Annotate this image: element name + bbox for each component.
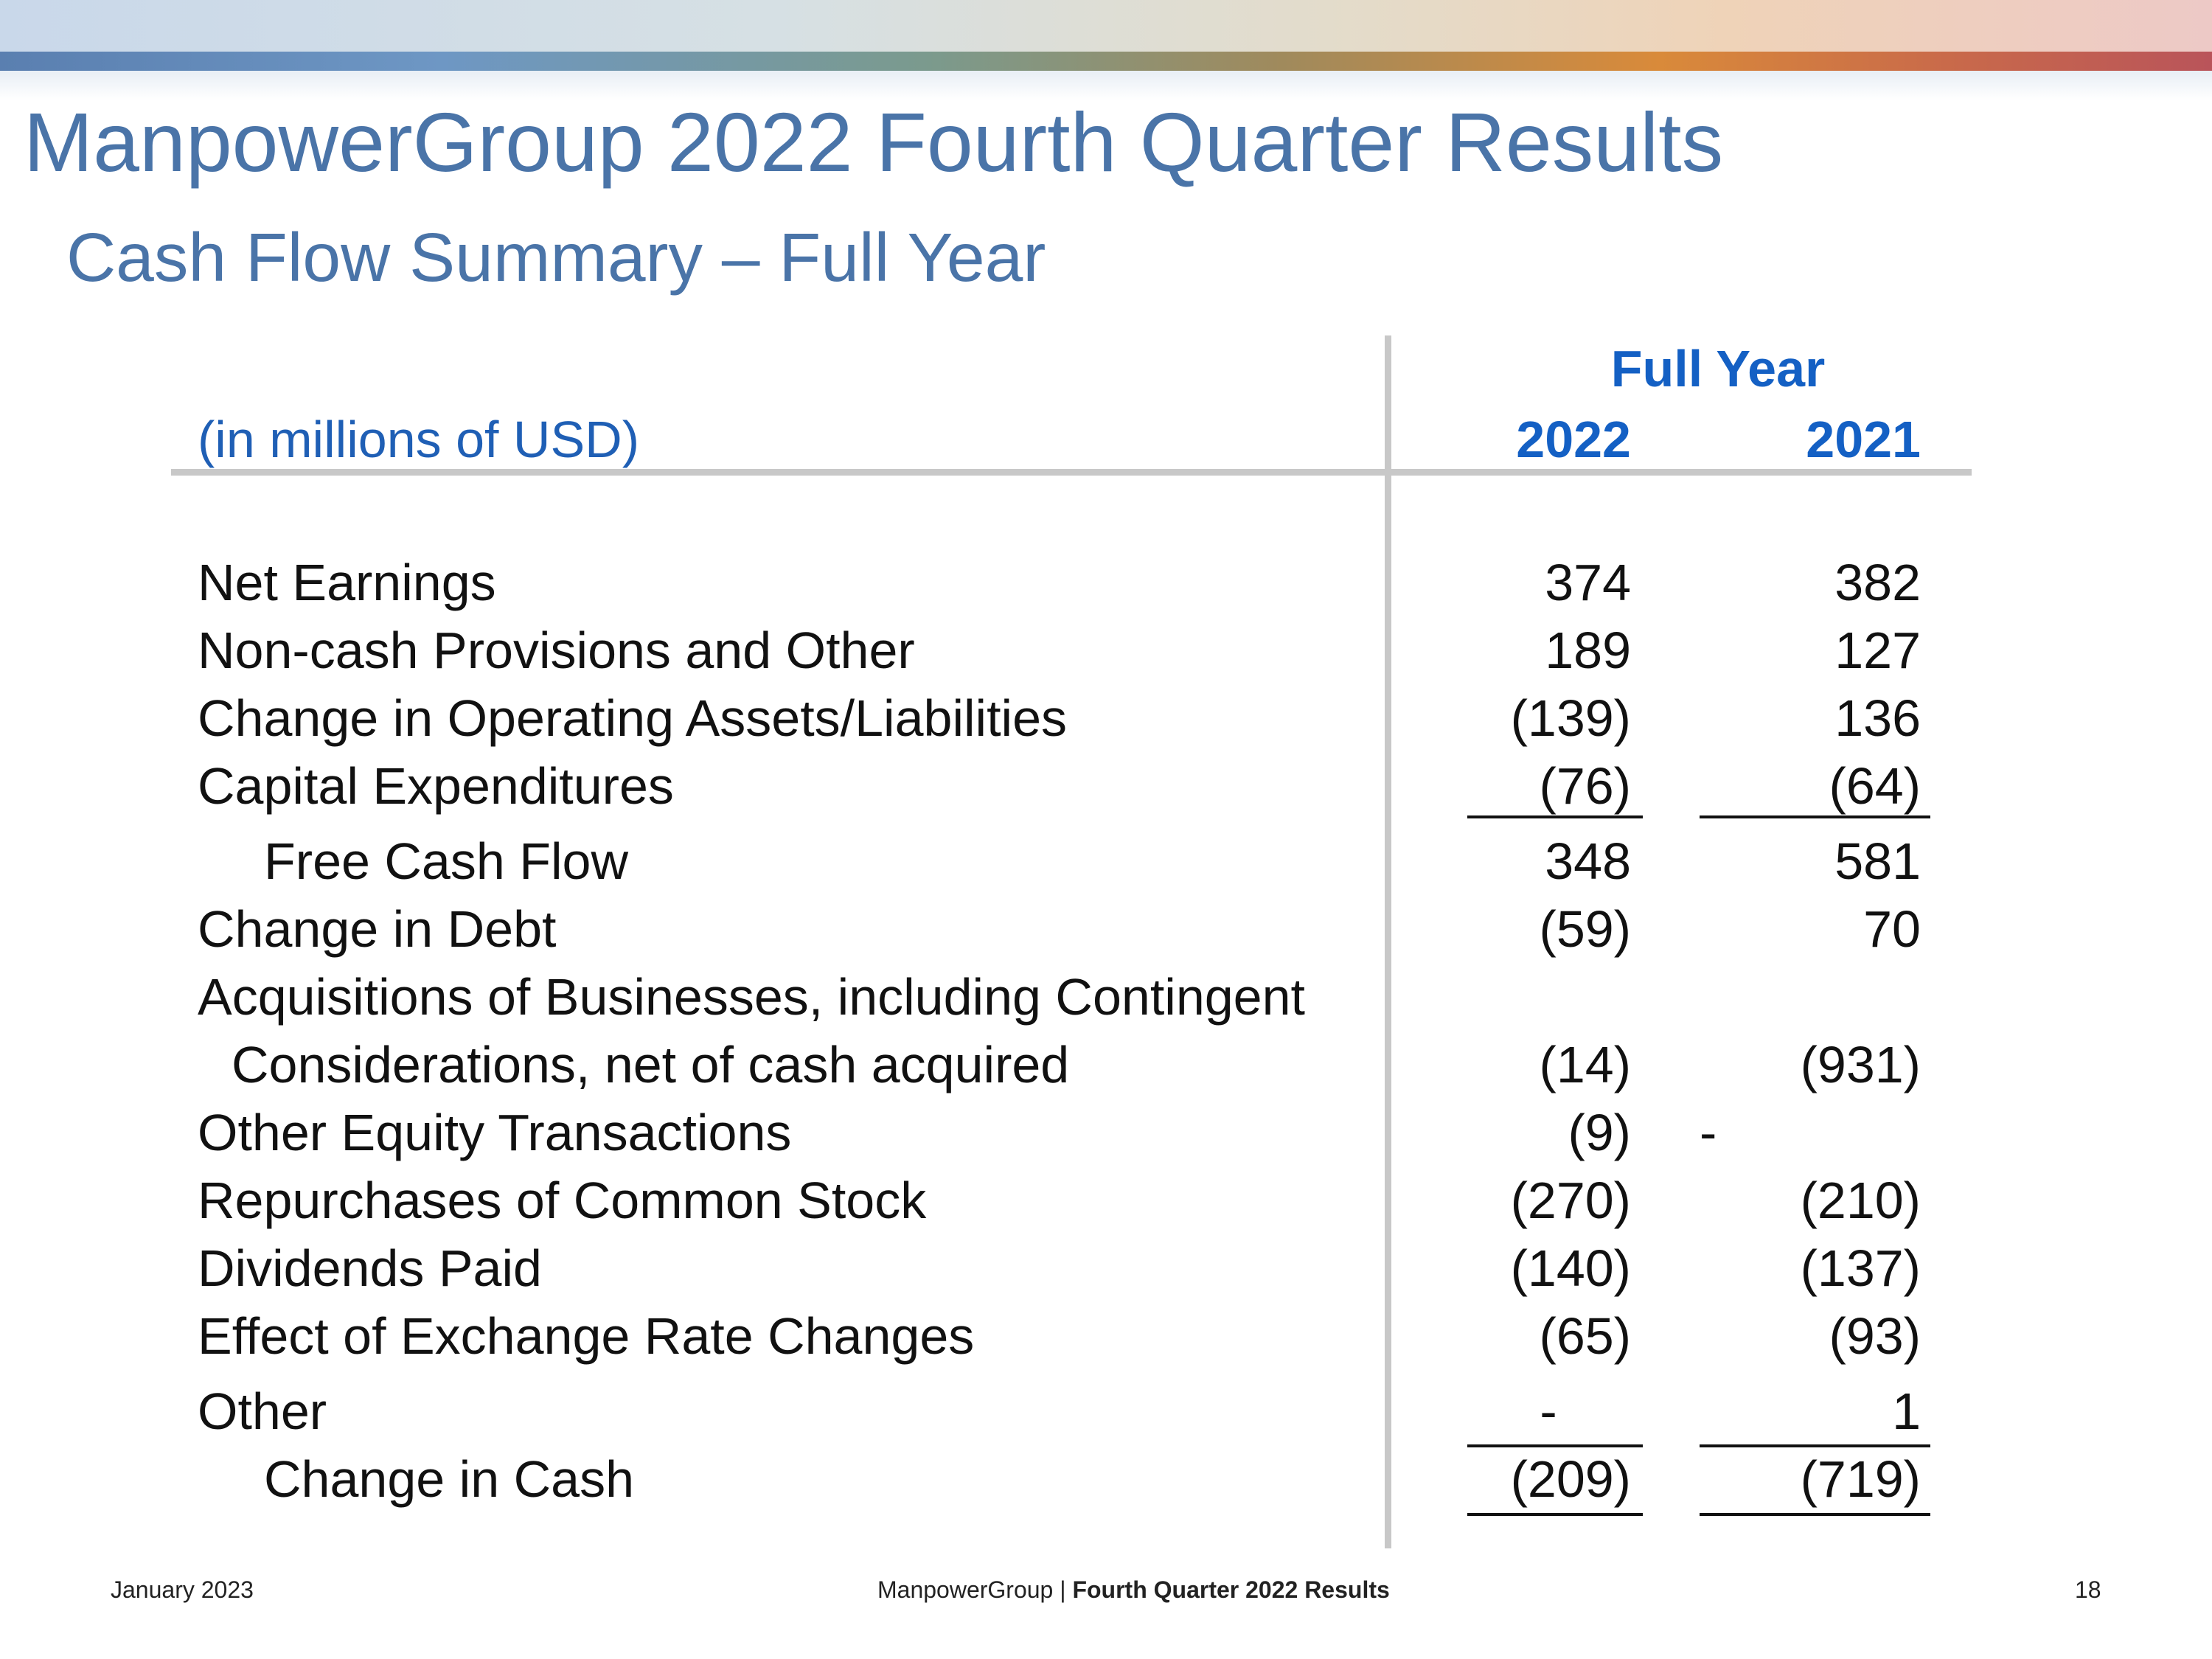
value-2022: (76) [1539, 757, 1631, 815]
footer-company: ManpowerGroup | [877, 1576, 1066, 1603]
column-header-2021: 2021 [1806, 411, 1921, 468]
table-row: Other - 1 [0, 1382, 2212, 1450]
column-header-2022: 2022 [1516, 411, 1631, 468]
slide-title: ManpowerGroup 2022 Fourth Quarter Result… [24, 96, 1724, 189]
value-2022: (139) [1510, 689, 1631, 747]
table-row: Change in Operating Assets/Liabilities (… [0, 689, 2212, 757]
table-row: Change in Cash (209) (719) [0, 1450, 2212, 1517]
row-label: Change in Debt [198, 900, 557, 958]
value-2021: 382 [1834, 554, 1921, 611]
value-2021: (719) [1800, 1450, 1921, 1508]
row-label: Capital Expenditures [198, 757, 674, 815]
full-year-header: Full Year [1610, 340, 1826, 397]
value-2021: (137) [1800, 1239, 1921, 1297]
slide-subtitle: Cash Flow Summary – Full Year [66, 219, 1046, 296]
row-label: Other Equity Transactions [198, 1104, 792, 1161]
header-color-stripe [0, 52, 2212, 71]
value-2021: 1 [1892, 1382, 1921, 1440]
footer-report: Fourth Quarter 2022 Results [1072, 1576, 1390, 1603]
table-row: Considerations, net of cash acquired (14… [0, 1035, 2212, 1103]
row-label: Change in Operating Assets/Liabilities [198, 689, 1068, 747]
value-2022: (14) [1539, 1036, 1631, 1093]
page-number: 18 [2075, 1576, 2101, 1603]
table-row: Free Cash Flow 348 581 [0, 832, 2212, 900]
value-2022: (9) [1568, 1104, 1631, 1161]
row-label: Effect of Exchange Rate Changes [198, 1307, 975, 1365]
value-2021: (64) [1829, 757, 1921, 815]
table-row: Other Equity Transactions (9) - [0, 1103, 2212, 1171]
value-2021: 136 [1834, 689, 1921, 747]
value-2022: (209) [1510, 1450, 1631, 1508]
total-rule-2022 [1467, 1444, 1643, 1447]
table-row: Change in Debt (59) 70 [0, 900, 2212, 967]
value-2022: 189 [1545, 622, 1631, 679]
total-rule-2021 [1700, 1444, 1930, 1447]
header-gradient-band [0, 0, 2212, 52]
value-2022: (59) [1539, 900, 1631, 958]
table-row: Effect of Exchange Rate Changes (65) (93… [0, 1307, 2212, 1374]
table-row: Net Earnings 374 382 [0, 553, 2212, 621]
value-2021: - [1700, 1104, 1717, 1161]
value-2022: (270) [1510, 1172, 1631, 1229]
table-row: Capital Expenditures (76) (64) [0, 757, 2212, 824]
value-2022: 348 [1545, 832, 1631, 890]
column-divider [1385, 335, 1391, 1548]
value-2021: 581 [1834, 832, 1921, 890]
value-2022: (65) [1539, 1307, 1631, 1365]
row-label: Change in Cash [264, 1450, 634, 1508]
row-label: Non-cash Provisions and Other [198, 622, 915, 679]
value-2021: (210) [1800, 1172, 1921, 1229]
row-label: Acquisitions of Businesses, including Co… [198, 968, 1305, 1026]
final-rule-2022 [1467, 1513, 1643, 1516]
header-fade [0, 71, 2212, 100]
final-rule-2021 [1700, 1513, 1930, 1516]
header-rule [171, 469, 1972, 476]
row-label: Free Cash Flow [264, 832, 629, 890]
subtotal-rule-2021 [1700, 815, 1930, 818]
units-label: (in millions of USD) [198, 411, 639, 468]
table-row: Acquisitions of Businesses, including Co… [0, 967, 2212, 1035]
footer-title: ManpowerGroup | Fourth Quarter 2022 Resu… [877, 1576, 1390, 1604]
value-2021: (931) [1800, 1036, 1921, 1093]
value-2021: 127 [1834, 622, 1921, 679]
value-2022: (140) [1510, 1239, 1631, 1297]
value-2022: - [1540, 1382, 1557, 1440]
row-label: Net Earnings [198, 554, 496, 611]
table-row: Repurchases of Common Stock (270) (210) [0, 1171, 2212, 1239]
footer-date: January 2023 [111, 1576, 254, 1603]
value-2022: 374 [1545, 554, 1631, 611]
row-label: Other [198, 1382, 327, 1440]
row-label: Considerations, net of cash acquired [232, 1036, 1070, 1093]
subtotal-rule-2022 [1467, 815, 1643, 818]
table-row: Non-cash Provisions and Other 189 127 [0, 621, 2212, 689]
row-label: Dividends Paid [198, 1239, 542, 1297]
value-2021: 70 [1863, 900, 1921, 958]
table-row: Dividends Paid (140) (137) [0, 1239, 2212, 1307]
value-2021: (93) [1829, 1307, 1921, 1365]
row-label: Repurchases of Common Stock [198, 1172, 927, 1229]
